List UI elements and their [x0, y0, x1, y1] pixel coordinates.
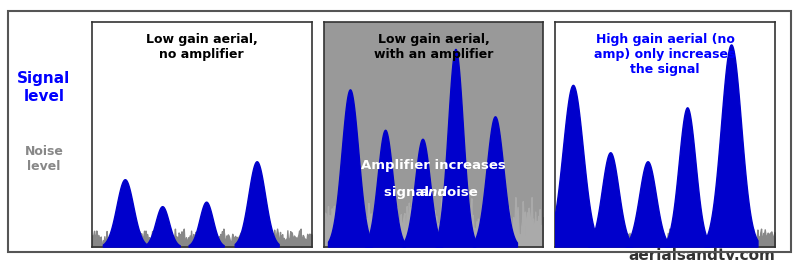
Text: High gain aerial (no
amp) only increases
the signal: High gain aerial (no amp) only increases… [594, 33, 736, 76]
Text: Noise
level: Noise level [25, 145, 63, 173]
Text: signal: signal [384, 186, 434, 199]
Text: Signal
level: Signal level [18, 72, 70, 104]
Text: Low gain aerial,
no amplifier: Low gain aerial, no amplifier [146, 33, 257, 61]
Text: Low gain aerial,
with an amplifier: Low gain aerial, with an amplifier [374, 33, 493, 61]
Text: aerialsandtv.com: aerialsandtv.com [628, 248, 775, 263]
Text: noise: noise [434, 186, 479, 199]
Text: Amplifier increases: Amplifier increases [361, 159, 506, 172]
Text: and: and [419, 186, 447, 199]
